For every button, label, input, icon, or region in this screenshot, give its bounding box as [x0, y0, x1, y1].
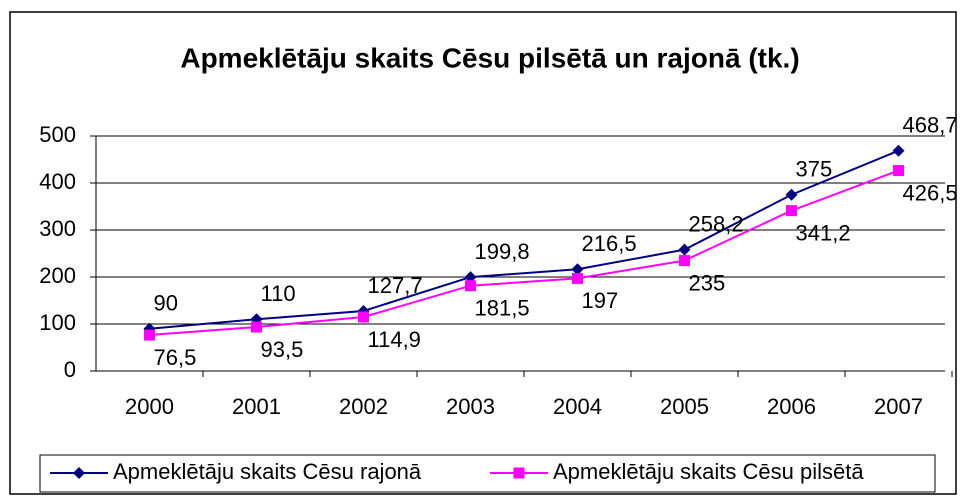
y-tick-label: 200 [39, 263, 76, 288]
x-tick-label: 2000 [125, 394, 174, 419]
x-tick-label: 2004 [553, 394, 602, 419]
data-point [144, 329, 155, 341]
data-point [358, 311, 369, 323]
data-label: 258,2 [689, 211, 744, 236]
data-label: 235 [689, 270, 726, 295]
x-tick-label: 2003 [446, 394, 495, 419]
data-label: 181,5 [475, 296, 530, 321]
data-point [893, 165, 904, 177]
legend-label: Apmeklētāju skaits Cēsu rajonā [113, 459, 422, 484]
legend-marker [513, 467, 525, 479]
x-tick-label: 2005 [660, 394, 709, 419]
x-tick-label: 2007 [874, 394, 923, 419]
data-label: 197 [582, 288, 619, 313]
data-point [465, 280, 476, 292]
data-label: 90 [154, 291, 178, 316]
legend-label: Apmeklētāju skaits Cēsu pilsētā [553, 459, 864, 484]
x-tick-label: 2002 [339, 394, 388, 419]
data-point [464, 271, 477, 284]
y-tick-label: 100 [39, 310, 76, 335]
data-point [679, 255, 690, 267]
data-point [786, 205, 797, 217]
data-label: 93,5 [261, 337, 304, 362]
y-tick-label: 500 [39, 122, 76, 147]
data-label: 76,5 [154, 345, 197, 370]
legend-box [39, 454, 936, 493]
data-point [892, 144, 905, 157]
series-line [149, 149, 899, 330]
y-tick-label: 0 [64, 357, 76, 382]
data-label: 468,7 [903, 113, 958, 138]
data-label: 110 [261, 281, 296, 306]
chart-frame [9, 11, 957, 495]
y-tick-label: 400 [39, 169, 76, 194]
data-point [251, 321, 262, 333]
data-point [572, 272, 583, 284]
data-point [785, 188, 798, 201]
data-label: 375 [796, 157, 833, 182]
legend-marker [73, 467, 85, 479]
data-label: 199,8 [475, 239, 530, 264]
data-label: 341,2 [796, 220, 851, 245]
data-point [571, 263, 584, 276]
chart-title: Apmeklētāju skaits Cēsu pilsētā un rajon… [180, 42, 799, 73]
x-tick-label: 2006 [767, 394, 816, 419]
data-point [678, 243, 691, 256]
y-tick-label: 300 [39, 216, 76, 241]
data-label: 216,5 [582, 231, 637, 256]
data-label: 114,9 [368, 327, 421, 352]
x-tick-label: 2001 [232, 394, 281, 419]
data-label: 426,5 [903, 180, 958, 205]
data-label: 127,7 [368, 273, 423, 298]
series-line [149, 169, 899, 337]
